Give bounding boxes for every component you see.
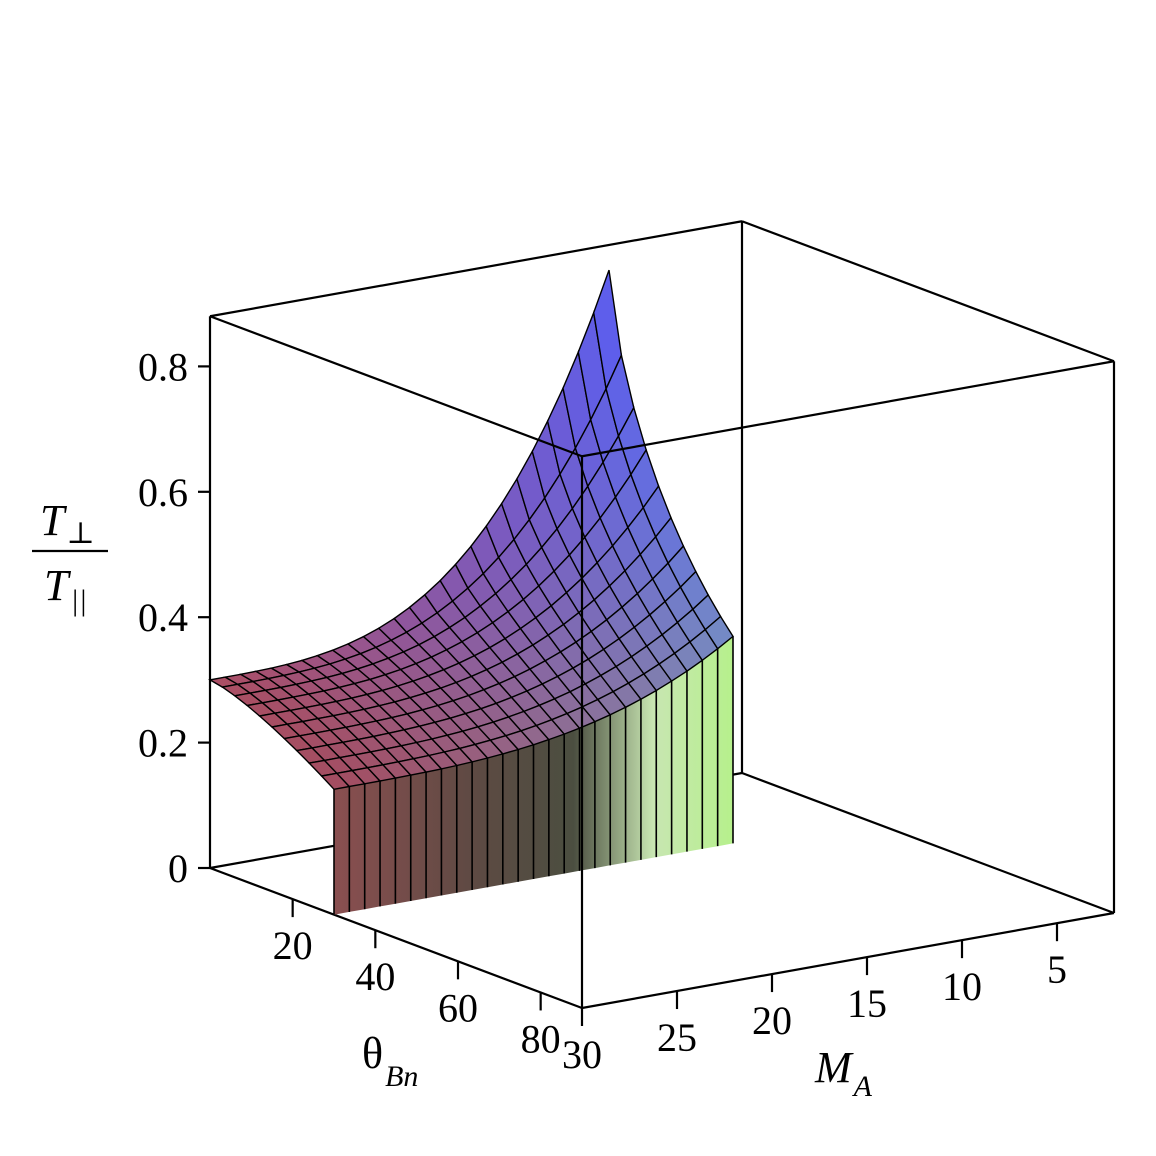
svg-text:T||: T||	[44, 561, 87, 617]
z-axis-ticks: 0 0.2 0.4 0.6 0.8	[138, 344, 210, 891]
box-edge-top-back	[209, 220, 743, 318]
theta-tick-label: 20	[273, 923, 313, 968]
ma-tick-label: 30	[562, 1032, 602, 1077]
axes-box-front	[208, 315, 1116, 1010]
z-label-denominator-sub: ||	[70, 584, 87, 617]
surface-wall	[333, 636, 734, 915]
ma-tick-label: 25	[657, 1015, 697, 1060]
z-tick-label: 0.4	[138, 595, 188, 640]
box-edge-top-left	[209, 315, 583, 458]
ma-tick-label: 10	[942, 964, 982, 1009]
theta-axis-ticks: 20 40 60 80	[273, 899, 561, 1061]
svg-text:T⊥: T⊥	[40, 496, 95, 550]
theta-tick-label: 80	[521, 1016, 561, 1061]
ma-tick-label: 15	[847, 981, 887, 1026]
theta-tick-label: 40	[355, 954, 395, 999]
box-edge-floor-ma	[581, 911, 1115, 1010]
z-tick-label: 0.6	[138, 470, 188, 515]
surface-cell	[704, 615, 734, 650]
z-label-denominator: T	[44, 561, 72, 610]
z-label-numerator-sub: ⊥	[66, 517, 94, 550]
z-tick-label: 0	[168, 846, 188, 891]
ma-tick-label: 20	[752, 998, 792, 1043]
z-tick-label: 0.2	[138, 721, 188, 766]
ma-axis-label: MA	[814, 1043, 873, 1103]
ma-axis-ticks: 30 25 20 15 10 5	[562, 923, 1067, 1077]
box-edge-top-right	[741, 220, 1115, 363]
z-axis-label: T⊥ T||	[32, 496, 108, 617]
box-edge-top-front	[581, 360, 1115, 458]
surface-mesh	[208, 269, 734, 791]
ma-tick-label: 5	[1047, 947, 1067, 992]
theta-axis-label: θBn	[362, 1029, 418, 1093]
z-label-numerator: T	[40, 496, 68, 545]
box-edge-back-bottom-right	[741, 771, 1115, 915]
box-edge-floor-theta	[209, 866, 583, 1010]
theta-tick-label: 60	[438, 985, 478, 1030]
z-tick-label: 0.8	[138, 344, 188, 389]
